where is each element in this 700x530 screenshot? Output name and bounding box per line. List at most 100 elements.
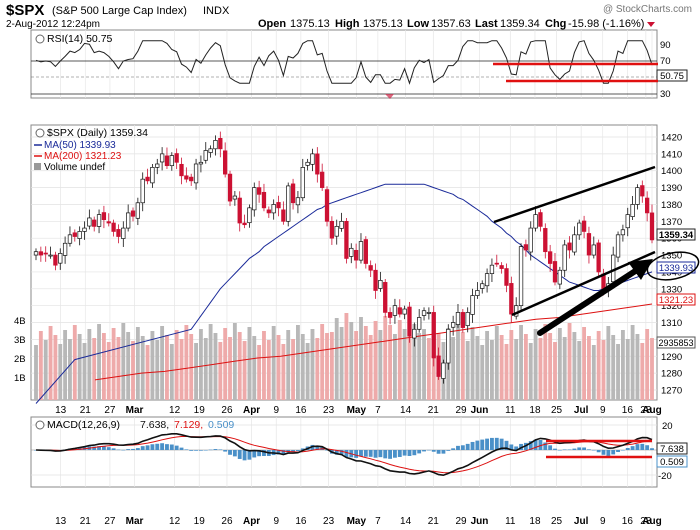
candle-body <box>232 195 238 200</box>
volume-bar <box>451 337 456 400</box>
candle-body <box>436 355 441 377</box>
candle-body <box>557 269 562 285</box>
volume-bar <box>140 336 145 400</box>
macd-hist-bar <box>630 446 635 450</box>
macd-hist-bar <box>451 448 456 450</box>
volume-bar <box>97 324 101 400</box>
macd-hist-bar <box>465 443 470 450</box>
macd-hist-bar <box>131 448 135 450</box>
macd-tick-minus20: -20 <box>658 471 672 482</box>
volume-bar <box>388 325 393 400</box>
date-label: 19 <box>194 405 206 416</box>
macd-hist-bar <box>456 445 460 450</box>
volume-bar <box>116 337 121 400</box>
date-label: 13 <box>55 405 67 416</box>
candle-body <box>392 305 398 316</box>
candle-body <box>174 153 179 163</box>
candle-body <box>169 155 174 167</box>
macd-hist-bar <box>363 450 368 457</box>
candle-body <box>358 241 364 261</box>
candle-body <box>227 173 233 202</box>
macd-hist-bar <box>533 439 538 450</box>
volume-bar <box>184 325 189 400</box>
macd-hist-bar <box>485 438 490 450</box>
date-label: 9 <box>600 405 606 416</box>
date-label: 11 <box>505 405 516 416</box>
candle-body <box>509 283 514 315</box>
volume-bar <box>189 334 194 400</box>
macd-hist-bar <box>145 445 150 450</box>
macd-hist-bar <box>436 450 441 454</box>
candle-body <box>121 227 126 239</box>
last-price-tag-text: 1359.34 <box>659 230 694 241</box>
date-label: 9 <box>600 516 606 527</box>
last-price-tag <box>656 228 696 241</box>
price-legend: $SPX (Daily) 1359.34 MA(50) 1339.93 MA(2… <box>34 127 148 173</box>
macd-settings-icon[interactable] <box>35 420 45 430</box>
macd-hist-bar <box>77 447 82 450</box>
volume-bar <box>606 326 611 400</box>
volume-tick-label: 1B <box>14 373 26 384</box>
candle-body <box>140 178 145 204</box>
candle-body <box>116 229 121 237</box>
macd-hist-bar <box>645 445 650 450</box>
pointer-arrow-head <box>628 259 653 280</box>
candle-body <box>455 312 461 325</box>
volume-bar <box>625 339 630 400</box>
volume-bar <box>169 344 174 400</box>
rsi-value-tag-text: 50.75 <box>660 71 684 82</box>
date-axis-macd: 13 21 27 Mar 12 19 26 Apr 9 16 23 May 7 14 21 29 Jun 11 18… <box>55 516 662 527</box>
candle-body <box>189 176 194 182</box>
rsi-tick-90: 90 <box>660 40 671 51</box>
candle-body <box>58 253 63 264</box>
volume-bar <box>53 335 58 400</box>
volume-tag <box>656 336 696 349</box>
volume-bar <box>121 323 126 400</box>
price-tick-label: 1320 <box>661 301 682 312</box>
highlight-circle <box>646 251 700 281</box>
candle-body <box>155 163 160 168</box>
last-value: 1359.34 <box>500 18 540 30</box>
candle-body <box>397 307 402 315</box>
macd-hist-bar <box>577 447 582 450</box>
price-tick-label: 1310 <box>661 318 682 329</box>
volume-bar <box>470 327 475 400</box>
date-label: 11 <box>505 516 516 527</box>
volume-bar <box>126 332 131 400</box>
macd-hist-bar <box>494 437 499 450</box>
macd-hist-bar <box>228 450 232 455</box>
candle-body <box>446 328 451 364</box>
candle-body <box>383 282 388 313</box>
volume-bar <box>397 320 402 400</box>
date-label: May <box>347 516 367 527</box>
volume-bar <box>87 329 92 400</box>
macd-hist-bar <box>582 447 587 450</box>
volume-bar <box>485 331 490 400</box>
date-label: 25 <box>551 516 563 527</box>
volume-bar <box>557 328 562 400</box>
volume-bar <box>58 344 63 400</box>
candle-body <box>417 317 422 330</box>
volume-bar <box>135 327 140 400</box>
volume-bar <box>320 324 325 400</box>
rsi-settings-icon[interactable] <box>35 34 45 44</box>
macd-hist-bar <box>291 450 295 452</box>
volume-bar <box>620 330 625 400</box>
volume-bar <box>174 330 179 400</box>
price-settings-icon[interactable] <box>35 128 45 138</box>
candle-body <box>339 220 344 229</box>
candle-body <box>543 228 548 253</box>
candle-body <box>407 306 412 337</box>
candle-body <box>164 155 170 167</box>
candle-body <box>475 290 480 296</box>
price-tick-label: 1400 <box>661 166 682 177</box>
volume-bar <box>645 329 650 400</box>
volume-bar <box>650 338 654 400</box>
ma50-tag-text: 1339.93 <box>659 263 693 274</box>
macd-hist-bar <box>213 449 218 450</box>
macd-hist-bar <box>499 438 504 450</box>
candle-body <box>96 214 102 227</box>
macd-hist-bar <box>97 446 101 450</box>
macd-hist-bar <box>150 444 155 450</box>
volume-bar <box>266 340 271 400</box>
